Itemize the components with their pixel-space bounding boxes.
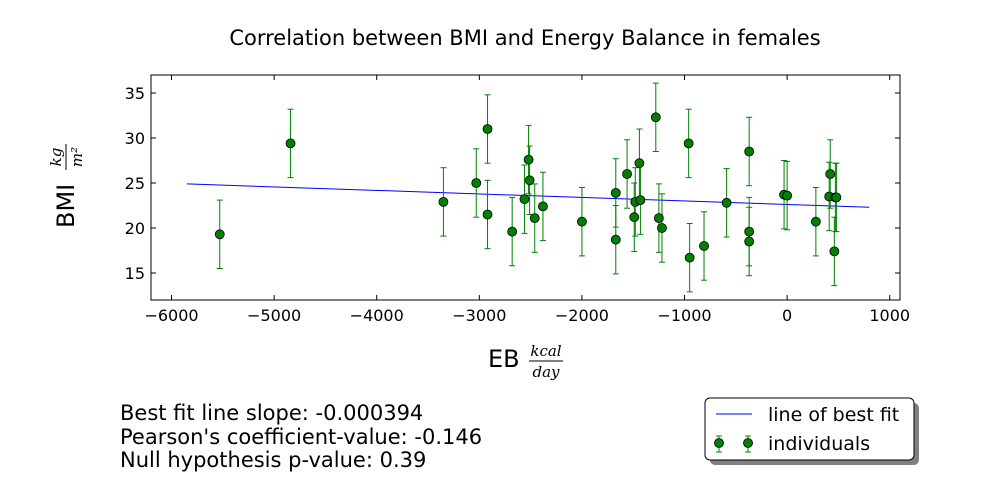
x-axis-label-prefix: EB	[488, 345, 520, 373]
data-point	[684, 252, 695, 263]
data-point	[523, 154, 534, 165]
y-tick-label: 20	[125, 219, 145, 238]
x-tick-label: −5000	[247, 306, 301, 325]
data-point	[214, 229, 225, 240]
legend-box	[704, 397, 915, 461]
axis-ticks: −6000 −5000 −4000 −3000 −2000 −1000 0 1000 15 20 2…	[125, 75, 910, 325]
data-point	[721, 197, 732, 208]
x-axis-label-denominator: day	[532, 363, 560, 381]
data-point	[438, 196, 449, 207]
x-tick-label: −1000	[657, 306, 711, 325]
legend: line of best fit individuals	[704, 397, 919, 465]
fit-line	[186, 183, 870, 208]
data-point	[782, 190, 793, 201]
data-point	[482, 124, 493, 134]
data-point	[657, 223, 667, 233]
legend-fit-label: line of best fit	[768, 404, 899, 426]
x-axis-label-numerator: kcal	[530, 342, 561, 360]
x-tick-label: −3000	[452, 306, 506, 325]
plot-area: −6000 −5000 −4000 −3000 −2000 −1000 0 1000 15 20 2…	[125, 74, 910, 325]
data-point	[482, 209, 493, 220]
stat-pearson: Pearson's coefficient-value: -0.146	[120, 425, 482, 449]
data-point	[829, 246, 840, 257]
y-tick-label: 35	[125, 84, 145, 103]
data-point	[529, 213, 540, 224]
x-tick-label: −2000	[555, 306, 609, 325]
data-point	[524, 175, 535, 186]
stat-pvalue: Null hypothesis p-value: 0.39	[120, 448, 426, 472]
fit-line-layer	[186, 183, 870, 208]
data-point	[507, 226, 518, 237]
y-tick-label: 15	[125, 264, 145, 283]
data-point	[831, 192, 842, 203]
x-axis-label: EB kcal day	[488, 342, 563, 381]
data-point	[744, 226, 755, 237]
data-point	[744, 236, 755, 247]
data-point	[810, 216, 821, 227]
legend-individuals-label: individuals	[768, 433, 870, 455]
data-point	[622, 169, 632, 179]
data-point	[650, 112, 661, 123]
stat-slope: Best fit line slope: -0.000394	[120, 401, 423, 425]
data-point	[471, 178, 482, 188]
legend-point-left	[714, 438, 724, 448]
plot-background	[151, 75, 900, 300]
y-tick-label: 30	[125, 129, 145, 148]
x-tick-label: −6000	[144, 306, 198, 325]
data-point	[610, 234, 621, 245]
data-point	[577, 216, 587, 227]
y-axis-label-denominator: m²	[68, 147, 86, 167]
data-point	[538, 201, 548, 212]
points-layer	[214, 112, 842, 263]
y-tick-label: 25	[125, 174, 145, 193]
data-point	[635, 195, 646, 206]
legend-individuals-swatch	[714, 435, 753, 453]
data-point	[825, 169, 836, 179]
x-tick-label: 1000	[869, 306, 910, 325]
stats-block: Best fit line slope: -0.000394 Pearson's…	[120, 401, 482, 472]
data-point	[519, 194, 530, 205]
y-axis-label-prefix: BMI	[52, 184, 80, 228]
legend-point-right	[743, 438, 753, 448]
data-point	[610, 187, 621, 198]
x-tick-label: −4000	[350, 306, 404, 325]
data-point	[699, 241, 709, 251]
chart-title: Correlation between BMI and Energy Balan…	[229, 26, 820, 50]
data-point	[744, 146, 755, 157]
data-point	[629, 212, 640, 223]
data-point	[653, 213, 664, 224]
data-point	[634, 158, 645, 169]
plot-frame	[150, 74, 901, 301]
y-axis-label-numerator: kg	[47, 148, 65, 167]
data-point	[285, 138, 296, 149]
y-axis-label: BMI kg m²	[47, 144, 86, 228]
data-point	[683, 138, 694, 149]
x-tick-label: 0	[782, 306, 792, 325]
